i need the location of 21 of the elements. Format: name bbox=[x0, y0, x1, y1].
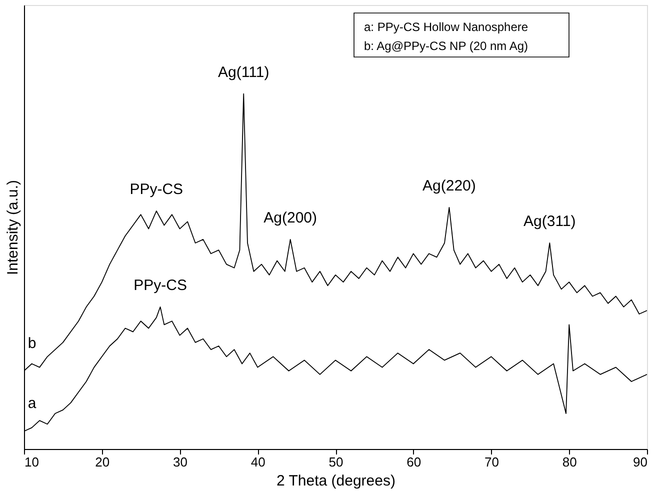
x-tick-label: 90 bbox=[633, 454, 648, 470]
x-tick-label: 30 bbox=[173, 454, 188, 470]
annotation: PPy-CS bbox=[134, 276, 187, 294]
y-axis-title: Intensity (a.u.) bbox=[4, 180, 22, 276]
x-tick-label: 70 bbox=[484, 454, 499, 470]
x-tick-label: 80 bbox=[562, 454, 577, 470]
series-label: b bbox=[28, 334, 36, 352]
x-tick-label: 40 bbox=[250, 454, 266, 470]
x-tick-label: 50 bbox=[328, 454, 344, 470]
x-axis-title: 2 Theta (degrees) bbox=[276, 472, 396, 490]
text: b: Ag@PPy-CS NP (20 nm Ag) bbox=[364, 39, 528, 53]
annotation: Ag(311) bbox=[524, 212, 576, 230]
annotation: Ag(220) bbox=[422, 177, 476, 194]
annotation: PPy-CS bbox=[130, 181, 184, 198]
annotation: Ag(200) bbox=[264, 209, 318, 226]
series-label: a bbox=[28, 395, 37, 412]
text: a: PPy-CS Hollow Nanosphere bbox=[364, 20, 528, 34]
x-tick-label: 20 bbox=[95, 454, 110, 470]
annotation: Ag(111) bbox=[218, 64, 270, 81]
x-tick-label: 60 bbox=[406, 454, 422, 470]
x-tick-label: 10 bbox=[24, 454, 39, 470]
